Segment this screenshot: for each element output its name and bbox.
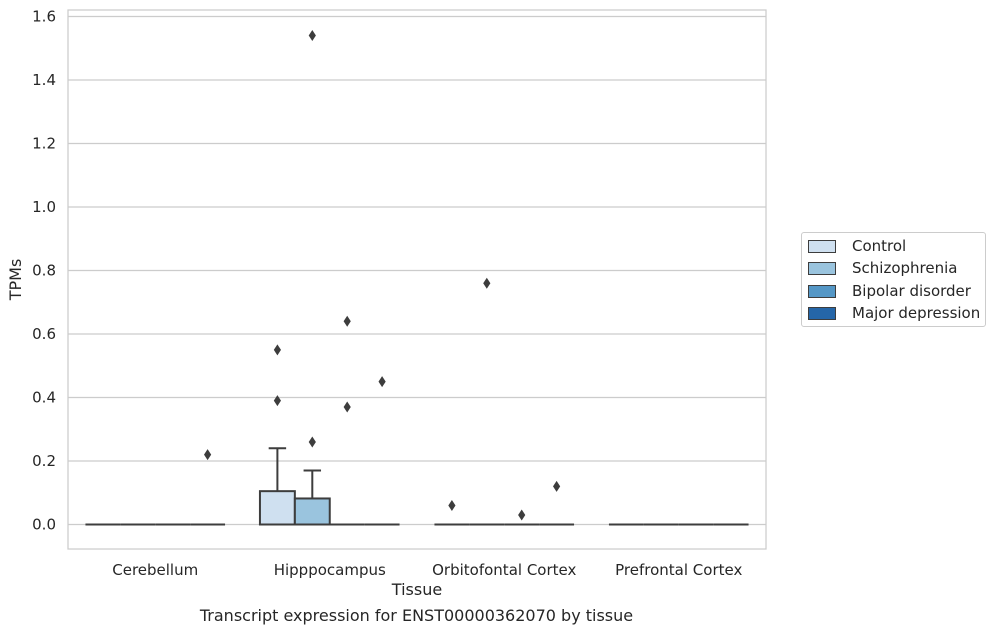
y-tick-label: 0.8: [32, 262, 56, 280]
x-tick-label: Hipppocampus: [274, 561, 386, 579]
box-schizophrenia: [293, 30, 331, 526]
legend-item-control: Control: [808, 236, 906, 256]
legend-item-schizophrenia: Schizophrenia: [808, 258, 957, 278]
outlier-point: [448, 499, 456, 511]
outlier-point: [378, 376, 386, 388]
legend-swatch: [808, 239, 836, 253]
y-tick-label: 0.2: [32, 452, 56, 470]
y-tick-label: 0.4: [32, 389, 56, 407]
outlier-point: [518, 509, 526, 521]
x-axis-label: Tissue: [391, 580, 442, 599]
box-control: [434, 499, 470, 526]
outlier-point: [343, 315, 351, 327]
y-tick-label: 1.4: [32, 71, 56, 89]
box-major-depression: [364, 376, 400, 526]
legend-label: Schizophrenia: [852, 259, 958, 277]
y-tick-label: 1.2: [32, 135, 56, 153]
box-bipolar-disorder: [329, 315, 365, 526]
x-tick-label: Cerebellum: [112, 561, 198, 579]
box-body: [293, 497, 331, 526]
legend-item-bipolar-disorder: Bipolar disorder: [808, 281, 971, 301]
outlier-point: [308, 436, 316, 448]
legend-item-major-depression: Major depression: [808, 303, 980, 323]
y-tick-label: 1.0: [32, 198, 56, 216]
box-bipolar-disorder: [504, 509, 540, 526]
legend-swatch: [808, 261, 836, 275]
outlier-point: [308, 30, 316, 42]
box-schizophrenia: [469, 277, 505, 526]
box-major-depression: [190, 449, 226, 526]
box-major-depression: [539, 480, 575, 526]
legend-swatch: [808, 284, 836, 298]
gridlines: [68, 15, 766, 526]
outlier-point: [553, 480, 561, 492]
legend-swatch: [808, 306, 836, 320]
outlier-point: [204, 449, 212, 461]
box-control: [258, 344, 296, 526]
legend-label: Bipolar disorder: [852, 282, 971, 300]
x-tick-label: Orbitofontal Cortex: [432, 561, 576, 579]
y-axis-label: TPMs: [6, 259, 25, 302]
legend: Control Schizophrenia Bipolar disorder M…: [801, 232, 986, 327]
y-tick-label: 1.6: [32, 8, 56, 26]
chart-caption: Transcript expression for ENST0000036207…: [199, 606, 634, 625]
outlier-point: [273, 344, 281, 356]
y-tick-label: 0.0: [32, 516, 56, 534]
x-axis-ticks: Cerebellum Hipppocampus Orbitofontal Corte…: [112, 561, 742, 579]
plot-area-frame: [67, 9, 767, 550]
outlier-point: [273, 395, 281, 407]
x-tick-label: Prefrontal Cortex: [615, 561, 742, 579]
outlier-point: [483, 277, 491, 289]
box-plot-series: [85, 30, 749, 526]
box-body: [258, 490, 296, 526]
legend-label: Major depression: [852, 304, 981, 322]
outlier-point: [343, 401, 351, 413]
y-axis-ticks: 0.0 0.2 0.4 0.6 0.8 1.0 1.2 1.4 1.6: [32, 8, 56, 534]
y-tick-label: 0.6: [32, 325, 56, 343]
legend-label: Control: [852, 237, 907, 255]
